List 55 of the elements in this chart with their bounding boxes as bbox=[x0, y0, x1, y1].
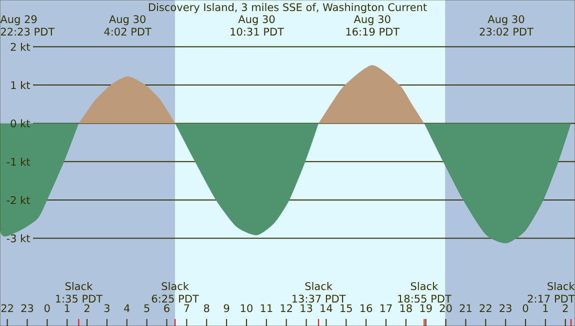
annotation: Slack bbox=[410, 282, 438, 290]
x-tick-label: 20 bbox=[440, 304, 452, 312]
x-tick-label: 5 bbox=[144, 304, 150, 312]
x-tick-label: 2 bbox=[562, 304, 568, 312]
annotation: Slack bbox=[162, 282, 189, 290]
y-tick-label: -1 kt bbox=[6, 158, 30, 166]
x-tick-label: 22 bbox=[1, 304, 13, 312]
x-tick-label: 11 bbox=[260, 304, 272, 312]
y-tick-label: -3 kt bbox=[6, 234, 30, 242]
x-tick-label: 19 bbox=[420, 304, 432, 312]
x-tick-label: 23 bbox=[500, 304, 512, 312]
x-tick-label: 21 bbox=[460, 304, 472, 312]
y-tick-label: -2 kt bbox=[6, 196, 30, 204]
annotation: Aug 30 bbox=[488, 15, 524, 26]
annotation: 2:17 PDT bbox=[528, 294, 575, 302]
annotation: Aug 30 bbox=[109, 15, 146, 26]
x-tick-label: 7 bbox=[184, 304, 190, 312]
x-tick-label: 1 bbox=[64, 304, 70, 312]
x-tick-label: 0 bbox=[44, 304, 50, 312]
x-tick-label: 3 bbox=[104, 304, 110, 312]
annotation: 22:23 PDT bbox=[0, 28, 55, 36]
annotation: 6:25 PDT bbox=[152, 294, 199, 303]
x-tick-label: 13 bbox=[300, 304, 312, 312]
annotation: Aug 29 bbox=[0, 15, 37, 26]
x-tick-label: 17 bbox=[380, 304, 392, 312]
x-tick-label: 22 bbox=[480, 304, 492, 312]
annotation: Slack bbox=[65, 282, 93, 290]
annotation: 23:02 PDT bbox=[480, 28, 534, 36]
x-tick-label: 2 bbox=[84, 304, 90, 312]
annotation: Aug 30 bbox=[238, 15, 275, 26]
x-tick-label: 1 bbox=[543, 304, 548, 312]
x-tick-label: 23 bbox=[21, 304, 34, 312]
x-tick-label: 15 bbox=[340, 304, 352, 312]
annotation: Aug 30 bbox=[354, 15, 390, 26]
chart-title: Discovery Island, 3 miles SSE of, Washington Current bbox=[149, 3, 427, 14]
x-tick-label: 8 bbox=[204, 304, 210, 312]
x-tick-label: 10 bbox=[240, 304, 252, 312]
annotation: 4:02 PDT bbox=[104, 28, 152, 36]
annotation: 16:19 PDT bbox=[346, 28, 400, 36]
x-tick-label: 18 bbox=[400, 304, 412, 312]
annotation: 10:31 PDT bbox=[230, 28, 284, 36]
y-tick-label: 2 kt bbox=[10, 42, 30, 51]
x-tick-label: 14 bbox=[320, 304, 332, 312]
x-tick-label: 4 bbox=[124, 304, 130, 312]
y-tick-label: 1 kt bbox=[11, 81, 30, 90]
annotation: Slack bbox=[548, 282, 575, 290]
annotation: 1:35 PDT bbox=[56, 294, 103, 303]
annotation: Slack bbox=[305, 282, 332, 290]
x-tick-label: 12 bbox=[280, 304, 292, 312]
x-tick-label: 16 bbox=[360, 304, 372, 312]
x-tick-label: 6 bbox=[164, 304, 170, 312]
annotation: 13:37 PDT bbox=[292, 294, 346, 303]
x-tick-label: 0 bbox=[522, 304, 528, 312]
annotation: 18:55 PDT bbox=[398, 294, 452, 303]
x-tick-label: 9 bbox=[224, 304, 230, 312]
